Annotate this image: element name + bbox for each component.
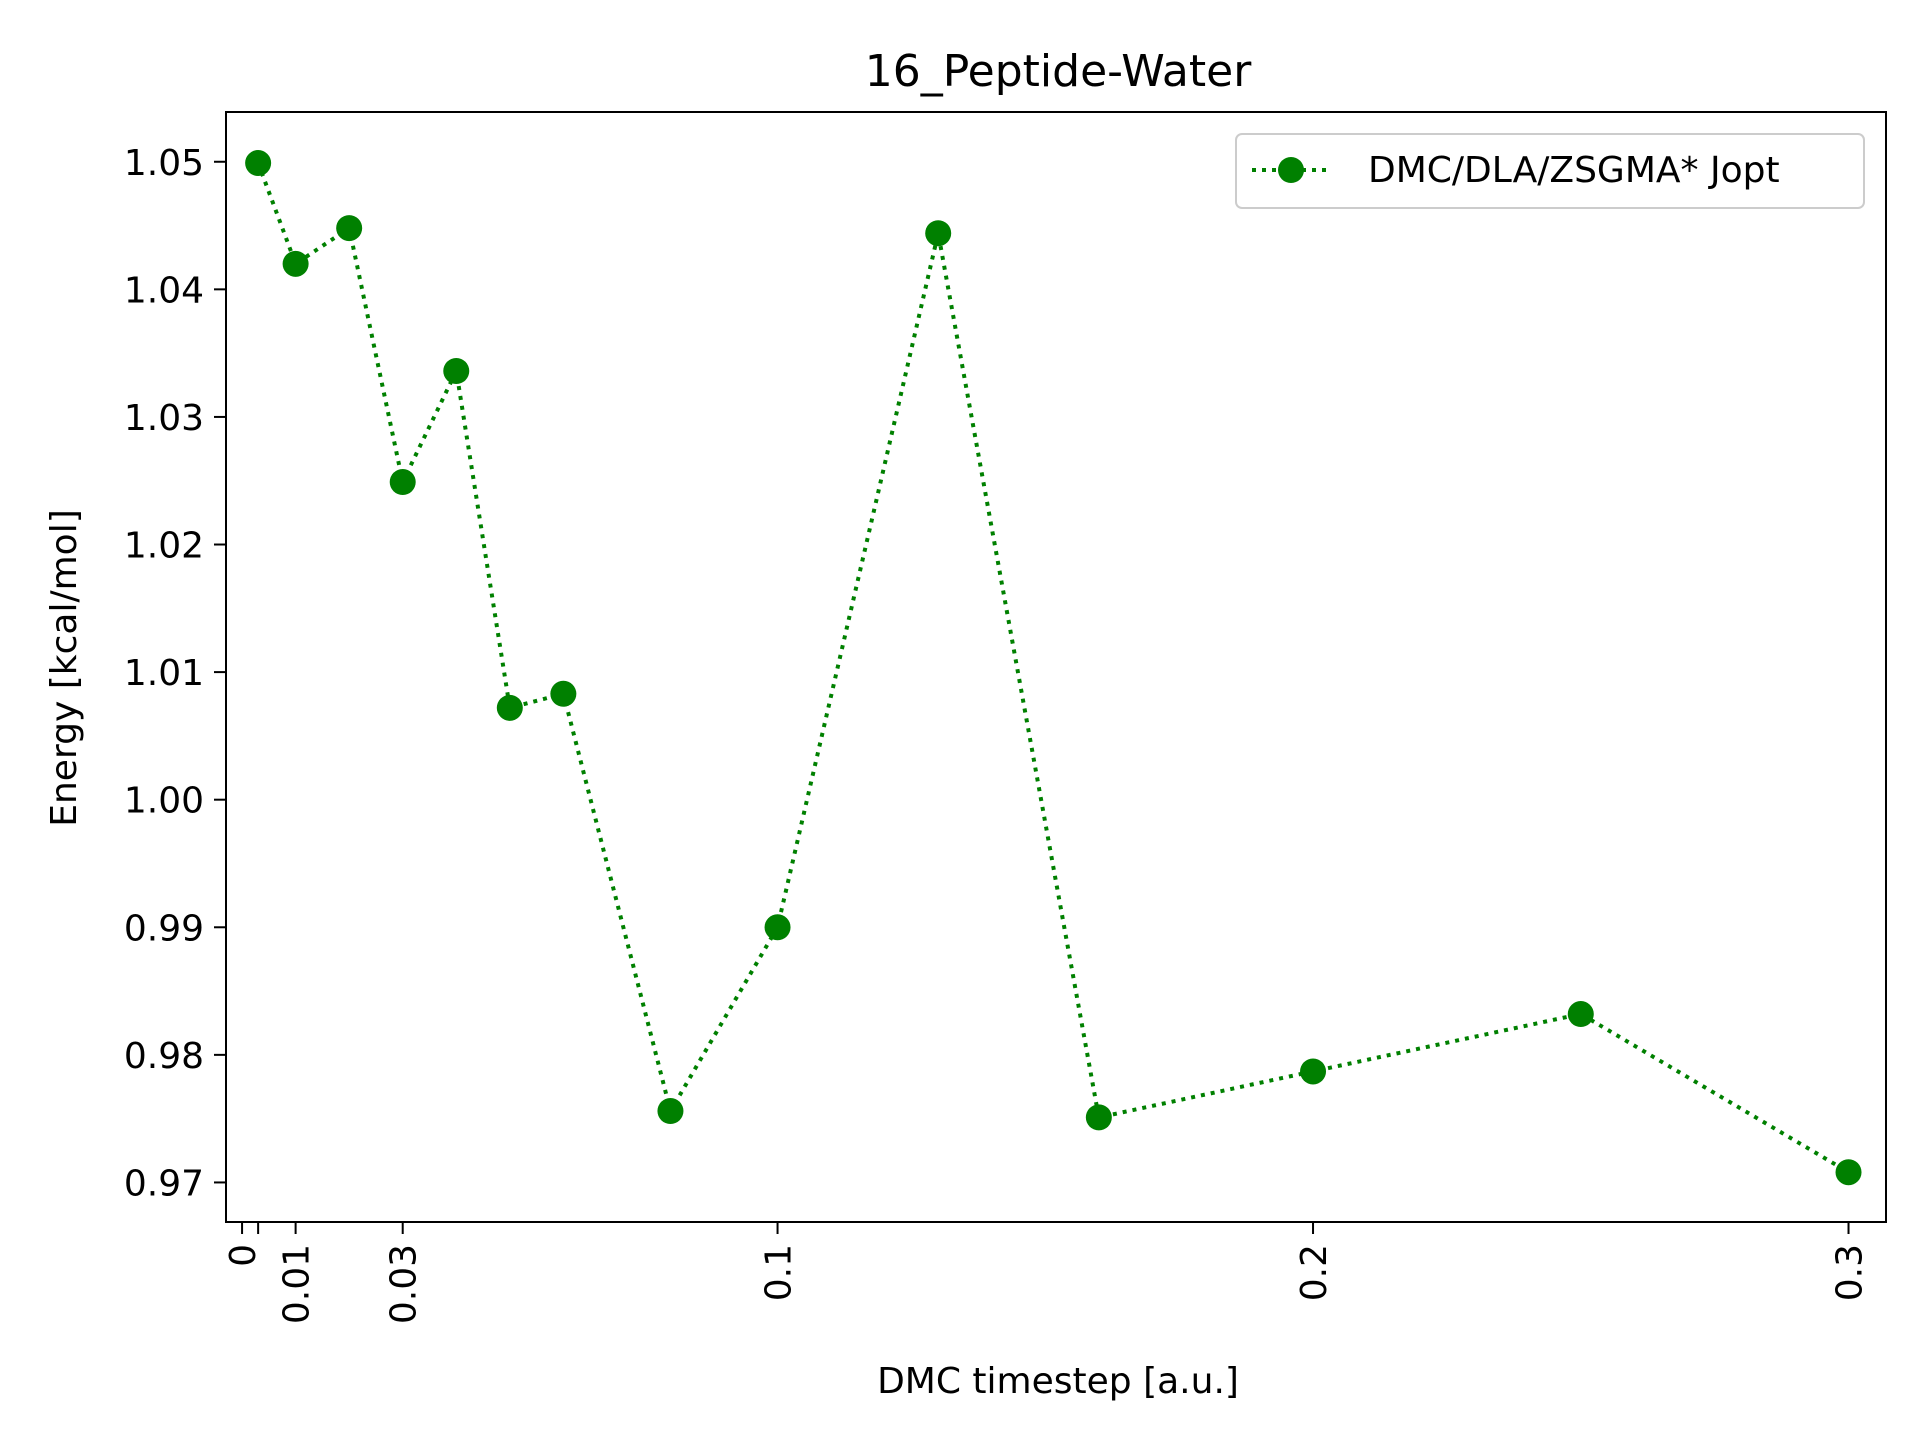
- chart-title: 16_Peptide-Water: [865, 46, 1253, 97]
- data-point: [925, 220, 952, 247]
- data-point: [443, 358, 470, 384]
- y-axis-label: Energy [kcal/mol]: [44, 509, 85, 827]
- y-axis: 0.97 0.98 0.99 1.00 1.01 1.02 1.03 1.04 1.05: [124, 143, 226, 1204]
- x-tick-label: 0: [223, 1244, 264, 1267]
- plot-frame: [225, 111, 1887, 1223]
- data-point: [336, 215, 363, 242]
- series-line: [256, 162, 1850, 1174]
- data-point: [764, 914, 791, 941]
- y-tick-label: 1.00: [124, 781, 204, 822]
- x-tick-label: 0.2: [1294, 1244, 1335, 1301]
- legend: DMC/DLA/ZSGMA* Jopt: [1235, 133, 1865, 209]
- y-tick-label: 0.98: [124, 1036, 204, 1077]
- data-point: [245, 150, 272, 177]
- x-axis-label: DMC timestep [a.u.]: [877, 1361, 1239, 1402]
- y-tick-label: 1.03: [124, 398, 204, 439]
- x-tick-label: 0.1: [759, 1244, 800, 1301]
- data-point: [1835, 1159, 1862, 1186]
- legend-box: [1235, 133, 1865, 209]
- data-point: [496, 694, 523, 721]
- y-tick-label: 1.01: [124, 653, 204, 694]
- y-tick-label: 1.02: [124, 526, 204, 567]
- legend-label: DMC/DLA/ZSGMA* Jopt: [1368, 150, 1780, 191]
- plot-area: [225, 111, 1887, 1223]
- data-point: [282, 250, 309, 277]
- y-tick-label: 0.97: [124, 1163, 204, 1204]
- data-point: [389, 469, 416, 495]
- x-tick-label: 0.01: [277, 1244, 318, 1324]
- data-point: [1085, 1104, 1112, 1131]
- x-axis: 0 0.01 0.03 0.1 0.2 0.3: [223, 1222, 1871, 1324]
- y-tick-label: 0.99: [124, 908, 204, 949]
- data-point: [1567, 1001, 1594, 1028]
- y-tick-label: 1.05: [124, 143, 204, 184]
- legend-marker: [1278, 157, 1304, 183]
- data-point: [1300, 1058, 1327, 1085]
- x-tick-label: 0.3: [1830, 1244, 1871, 1301]
- y-tick-label: 1.04: [124, 270, 204, 311]
- data-point: [550, 680, 577, 707]
- data-point: [657, 1098, 684, 1124]
- x-tick-label: 0.03: [384, 1244, 425, 1324]
